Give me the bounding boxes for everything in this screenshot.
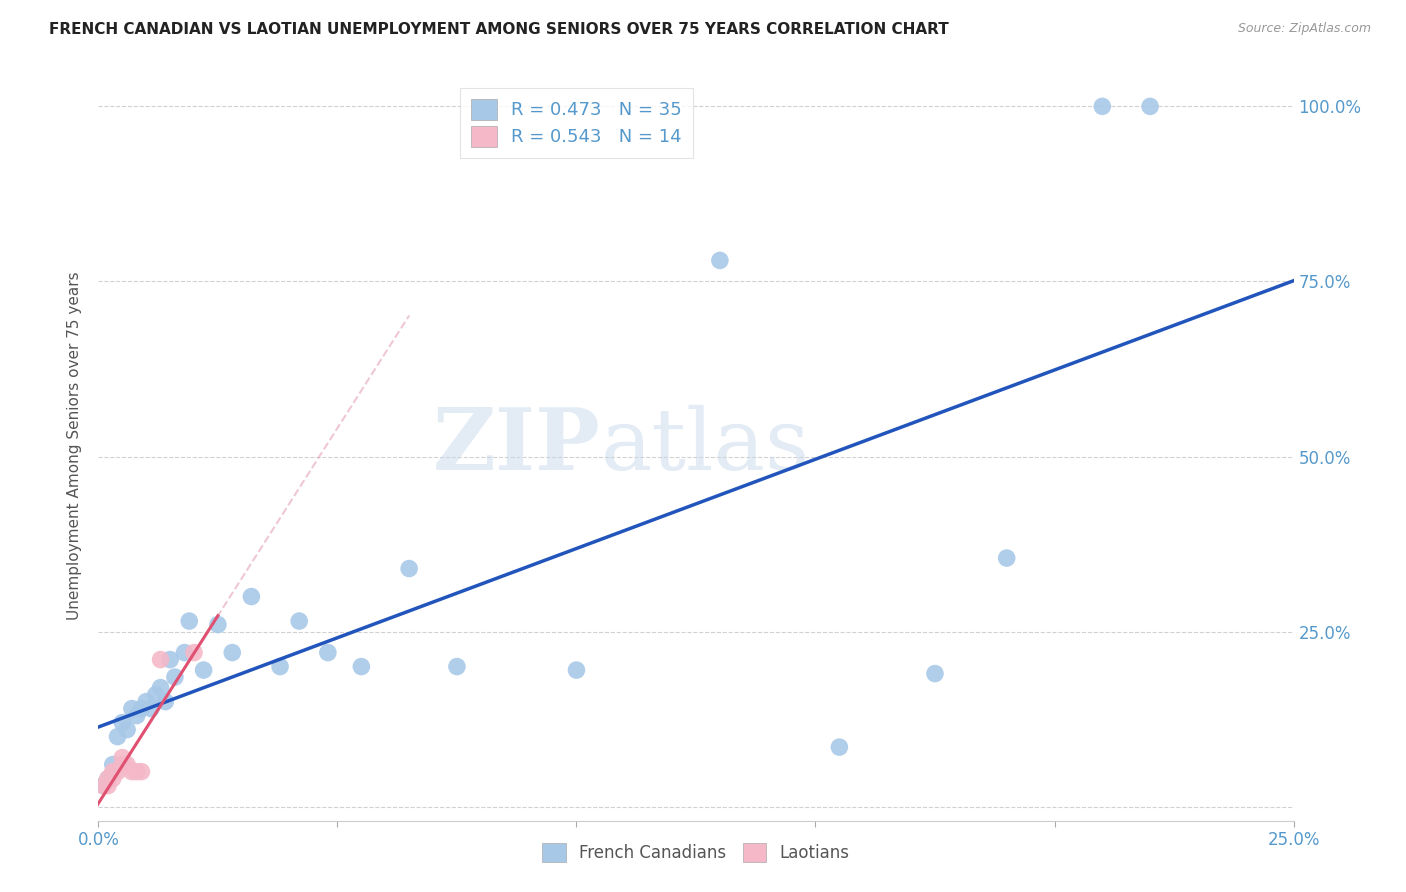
Point [183,646,205,660]
Point [149,652,172,666]
Point [139,701,162,715]
Point [221,646,243,660]
Point [125,764,148,779]
Point [135,695,157,709]
Point [149,681,172,695]
Point [97,779,120,793]
Text: atlas: atlas [600,404,810,488]
Point [115,757,138,772]
Point [709,253,731,268]
Point [101,764,124,779]
Text: ZIP: ZIP [433,404,600,488]
Point [240,590,263,604]
Point [269,659,291,673]
Point [101,772,124,786]
Point [97,772,120,786]
Legend: French Canadians, Laotians: French Canadians, Laotians [536,836,856,869]
Text: FRENCH CANADIAN VS LAOTIAN UNEMPLOYMENT AMONG SENIORS OVER 75 YEARS CORRELATION : FRENCH CANADIAN VS LAOTIAN UNEMPLOYMENT … [49,22,949,37]
Point [995,551,1018,566]
Point [828,740,851,755]
Point [924,666,946,681]
Point [1139,99,1161,113]
Point [125,708,148,723]
Point [1091,99,1114,113]
Point [111,715,134,730]
Point [121,701,143,715]
Y-axis label: Unemployment Among Seniors over 75 years: Unemployment Among Seniors over 75 years [67,272,83,620]
Point [111,757,134,772]
Point [145,688,167,702]
Point [155,695,177,709]
Point [446,659,468,673]
Point [179,614,201,628]
Point [207,617,229,632]
Point [107,730,129,744]
Point [350,659,373,673]
Point [565,663,588,677]
Point [101,757,124,772]
Text: Source: ZipAtlas.com: Source: ZipAtlas.com [1237,22,1371,36]
Point [159,652,181,666]
Point [173,646,195,660]
Point [115,723,138,737]
Point [398,561,420,575]
Point [131,764,153,779]
Point [288,614,311,628]
Point [91,779,114,793]
Point [91,779,114,793]
Point [193,663,215,677]
Point [131,701,153,715]
Point [121,764,143,779]
Point [111,750,134,764]
Point [316,646,339,660]
Point [97,772,120,786]
Point [163,670,186,684]
Point [107,764,129,779]
